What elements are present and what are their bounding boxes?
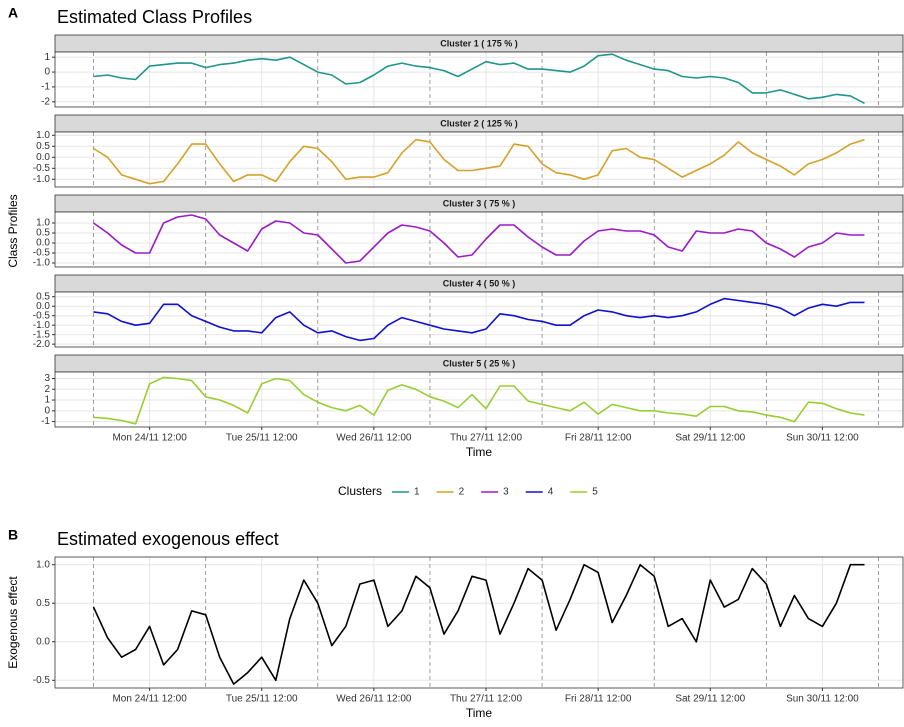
y-tick-label: -1 — [41, 82, 50, 93]
x-tick-label: Wed 26/11 12:00 — [336, 694, 412, 705]
y-tick-label: 0 — [44, 405, 50, 416]
x-axis-title: Time — [466, 706, 493, 720]
panel-border — [54, 556, 904, 689]
y-tick-label: 2 — [44, 384, 50, 395]
legend-label: 4 — [548, 487, 554, 498]
legend-label: 1 — [414, 487, 420, 498]
panel-tag: A — [8, 5, 18, 21]
chart-title: Estimated exogenous effect — [57, 529, 279, 549]
legend-label: 2 — [459, 487, 465, 498]
x-tick-label: Sat 29/11 12:00 — [675, 433, 745, 444]
legend-title: Clusters — [338, 484, 382, 498]
panel-border — [54, 211, 904, 268]
y-tick-label: 0 — [44, 67, 50, 78]
x-tick-label: Mon 24/11 12:00 — [112, 694, 187, 705]
panel-border — [54, 291, 904, 348]
panel-bg — [55, 372, 903, 427]
panel-border — [54, 371, 904, 428]
strip-label: Cluster 1 ( 175 % ) — [440, 38, 518, 48]
data-line — [93, 214, 865, 264]
y-tick-label: -2.0 — [33, 339, 51, 350]
legend-label: 5 — [592, 487, 598, 498]
x-axis-title: Time — [466, 445, 493, 459]
y-tick-label: 1.0 — [36, 559, 50, 570]
panel-tag: B — [8, 527, 18, 543]
y-tick-label: 1.0 — [36, 130, 50, 141]
chart-title: Estimated Class Profiles — [57, 7, 252, 27]
y-tick-label: -0.5 — [33, 163, 51, 174]
y-axis-title: Exogenous effect — [6, 576, 20, 669]
strip-label: Cluster 3 ( 75 % ) — [443, 198, 516, 208]
panel-border — [54, 131, 904, 188]
y-tick-label: 0.5 — [36, 291, 50, 302]
y-tick-label: 1.0 — [36, 218, 50, 229]
x-tick-label: Fri 28/11 12:00 — [565, 694, 632, 705]
y-tick-label: -0.5 — [33, 675, 51, 686]
x-tick-label: Sat 29/11 12:00 — [675, 694, 745, 705]
y-tick-label: -1.0 — [33, 320, 51, 331]
y-tick-label: -0.5 — [33, 248, 51, 259]
y-tick-label: 0.5 — [36, 141, 50, 152]
panel-bg — [55, 132, 903, 187]
data-line — [93, 138, 865, 185]
data-line — [93, 376, 865, 425]
y-tick-label: 1 — [44, 395, 50, 406]
data-line — [92, 563, 865, 685]
data-line — [93, 53, 865, 105]
panel-bg — [55, 212, 903, 267]
panel-bg — [55, 292, 903, 347]
y-axis-title: Class Profiles — [6, 194, 20, 267]
panel-border — [54, 51, 904, 108]
y-tick-label: -1.0 — [33, 174, 51, 185]
panel-bg — [55, 557, 903, 688]
strip-label: Cluster 2 ( 125 % ) — [440, 118, 518, 128]
y-tick-label: 0.5 — [36, 228, 50, 239]
y-tick-label: -2 — [41, 96, 50, 107]
x-tick-label: Fri 28/11 12:00 — [565, 433, 632, 444]
y-tick-label: -1.5 — [33, 329, 51, 340]
data-line — [93, 297, 865, 342]
y-tick-label: 0.0 — [36, 636, 50, 647]
y-tick-label: -1 — [41, 416, 50, 427]
y-tick-label: 3 — [44, 373, 50, 384]
x-tick-label: Wed 26/11 12:00 — [336, 433, 412, 444]
x-tick-label: Tue 25/11 12:00 — [226, 694, 298, 705]
y-tick-label: 0.0 — [36, 301, 50, 312]
x-tick-label: Mon 24/11 12:00 — [112, 433, 187, 444]
x-tick-label: Thu 27/11 12:00 — [450, 433, 523, 444]
y-tick-label: -1.0 — [33, 258, 51, 269]
y-tick-label: 0.0 — [36, 152, 50, 163]
y-tick-label: -0.5 — [33, 310, 51, 321]
x-tick-label: Thu 27/11 12:00 — [450, 694, 523, 705]
y-tick-label: 0.5 — [36, 598, 50, 609]
strip-label: Cluster 5 ( 25 % ) — [443, 358, 516, 368]
strip-label: Cluster 4 ( 50 % ) — [443, 278, 516, 288]
x-tick-label: Sun 30/11 12:00 — [786, 694, 859, 705]
panel-bg — [55, 52, 903, 107]
y-tick-label: 1 — [44, 52, 50, 63]
x-tick-label: Sun 30/11 12:00 — [786, 433, 859, 444]
x-tick-label: Tue 25/11 12:00 — [226, 433, 298, 444]
legend-label: 3 — [503, 487, 509, 498]
y-tick-label: 0.0 — [36, 238, 50, 249]
